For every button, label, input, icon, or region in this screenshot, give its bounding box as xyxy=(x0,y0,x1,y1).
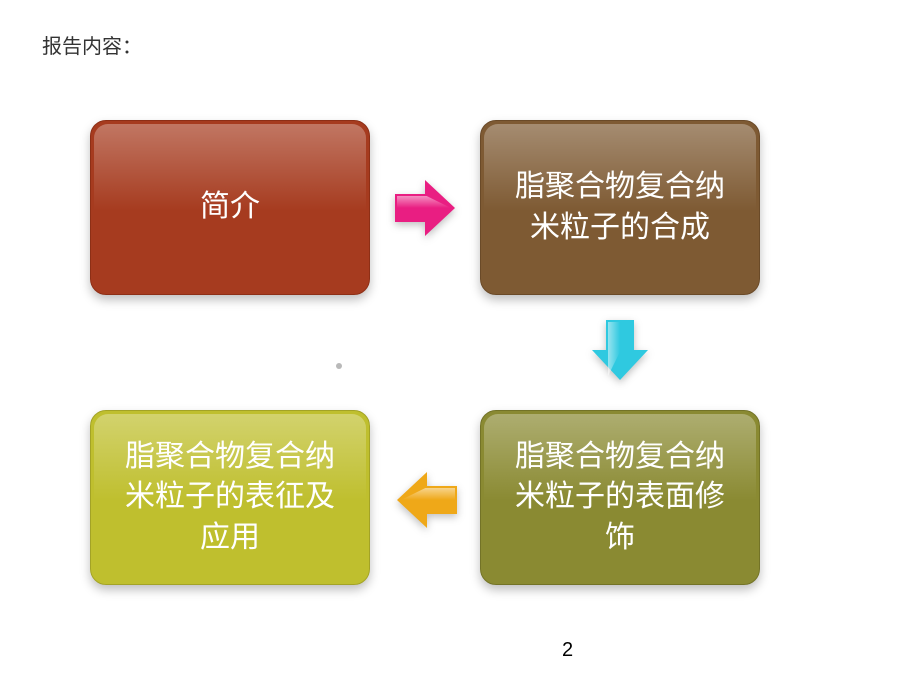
page-number: 2 xyxy=(562,639,573,662)
box-surface: 脂聚合物复合纳米粒子的表面修饰 xyxy=(480,410,760,585)
box-surface-label: 脂聚合物复合纳米粒子的表面修饰 xyxy=(501,437,739,559)
box-synthesis-label: 脂聚合物复合纳米粒子的合成 xyxy=(501,167,739,248)
box-intro: 简介 xyxy=(90,120,370,295)
box-application-label: 脂聚合物复合纳米粒子的表征及应用 xyxy=(111,437,349,559)
box-application: 脂聚合物复合纳米粒子的表征及应用 xyxy=(90,410,370,585)
center-dot-icon xyxy=(336,363,342,369)
box-synthesis: 脂聚合物复合纳米粒子的合成 xyxy=(480,120,760,295)
slide-title: 报告内容： xyxy=(42,30,142,59)
box-intro-label: 简介 xyxy=(200,187,260,228)
